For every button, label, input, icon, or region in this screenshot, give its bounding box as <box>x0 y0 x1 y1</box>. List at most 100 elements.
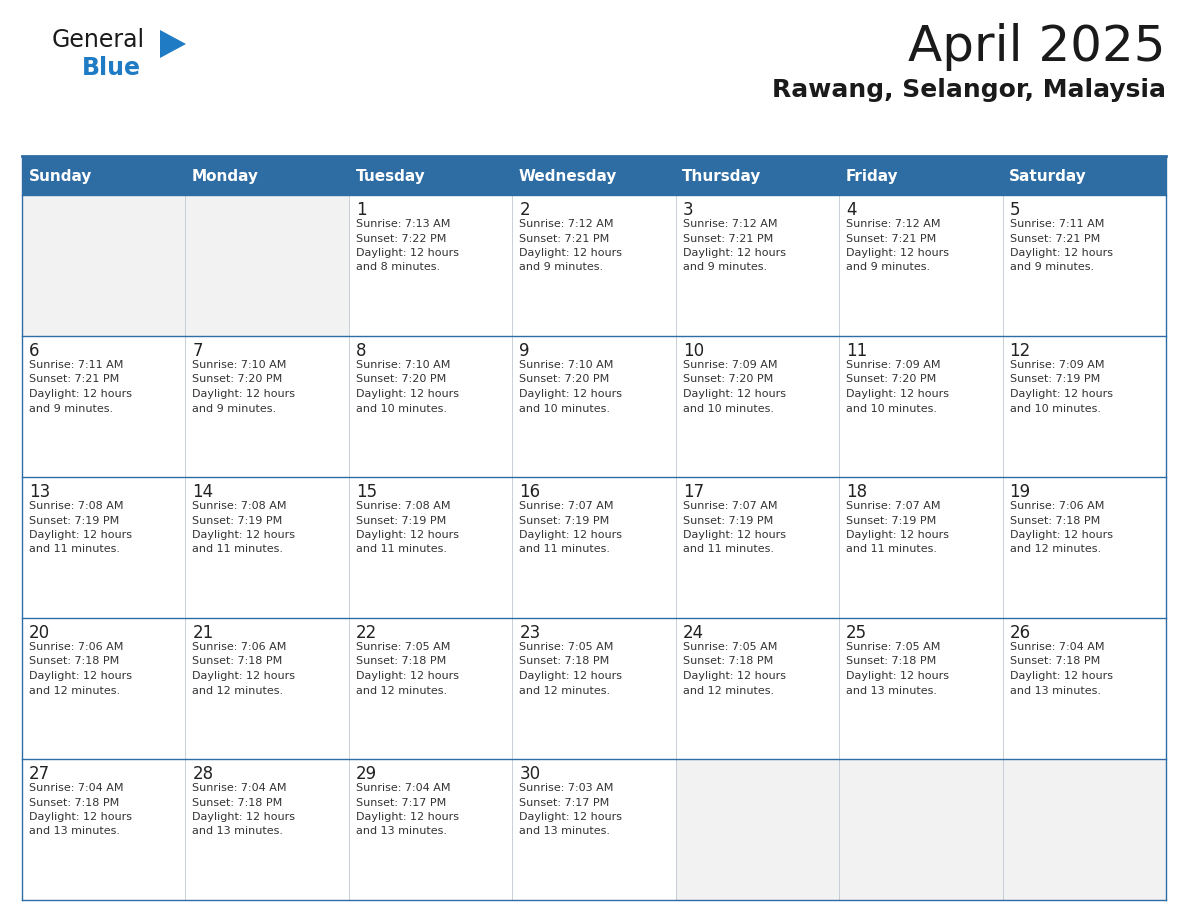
Text: and 9 minutes.: and 9 minutes. <box>683 263 766 273</box>
Text: Daylight: 12 hours: Daylight: 12 hours <box>1010 389 1113 399</box>
Bar <box>512 195 676 336</box>
Bar <box>185 477 349 618</box>
Text: Sunrise: 7:10 AM: Sunrise: 7:10 AM <box>356 360 450 370</box>
Text: Sunrise: 7:04 AM: Sunrise: 7:04 AM <box>192 783 287 793</box>
Text: Daylight: 12 hours: Daylight: 12 hours <box>683 389 785 399</box>
Text: Sunrise: 7:09 AM: Sunrise: 7:09 AM <box>683 360 777 370</box>
Text: Sunday: Sunday <box>29 169 91 184</box>
Text: and 9 minutes.: and 9 minutes. <box>1010 263 1094 273</box>
Text: Daylight: 12 hours: Daylight: 12 hours <box>356 812 459 822</box>
Bar <box>512 477 676 618</box>
Text: and 8 minutes.: and 8 minutes. <box>356 263 440 273</box>
Bar <box>676 195 839 336</box>
Text: Sunrise: 7:11 AM: Sunrise: 7:11 AM <box>29 360 124 370</box>
Text: 8: 8 <box>356 342 366 360</box>
Text: Daylight: 12 hours: Daylight: 12 hours <box>519 671 623 681</box>
Bar <box>23 195 185 336</box>
Text: 7: 7 <box>192 342 203 360</box>
Text: and 11 minutes.: and 11 minutes. <box>356 544 447 554</box>
Text: 13: 13 <box>29 483 50 501</box>
Text: Sunset: 7:20 PM: Sunset: 7:20 PM <box>683 375 773 385</box>
Text: Daylight: 12 hours: Daylight: 12 hours <box>519 530 623 540</box>
Text: and 11 minutes.: and 11 minutes. <box>519 544 611 554</box>
Text: Sunset: 7:18 PM: Sunset: 7:18 PM <box>29 798 119 808</box>
Text: Sunset: 7:19 PM: Sunset: 7:19 PM <box>1010 375 1100 385</box>
Text: Daylight: 12 hours: Daylight: 12 hours <box>356 248 459 258</box>
Text: 17: 17 <box>683 483 703 501</box>
Text: Daylight: 12 hours: Daylight: 12 hours <box>29 812 132 822</box>
Text: Sunrise: 7:05 AM: Sunrise: 7:05 AM <box>683 642 777 652</box>
Text: 21: 21 <box>192 624 214 642</box>
Text: Daylight: 12 hours: Daylight: 12 hours <box>356 671 459 681</box>
Text: Sunset: 7:20 PM: Sunset: 7:20 PM <box>356 375 447 385</box>
Text: Sunrise: 7:08 AM: Sunrise: 7:08 AM <box>192 501 287 511</box>
Text: Sunset: 7:21 PM: Sunset: 7:21 PM <box>846 233 936 243</box>
Text: 5: 5 <box>1010 201 1020 219</box>
Text: Sunrise: 7:06 AM: Sunrise: 7:06 AM <box>1010 501 1104 511</box>
Text: 14: 14 <box>192 483 214 501</box>
Text: 10: 10 <box>683 342 703 360</box>
Text: and 12 minutes.: and 12 minutes. <box>356 686 447 696</box>
Text: Daylight: 12 hours: Daylight: 12 hours <box>192 530 296 540</box>
Bar <box>512 759 676 900</box>
Text: Sunrise: 7:03 AM: Sunrise: 7:03 AM <box>519 783 614 793</box>
Text: Wednesday: Wednesday <box>519 169 618 184</box>
Bar <box>349 759 512 900</box>
Bar <box>349 618 512 759</box>
Text: Sunset: 7:19 PM: Sunset: 7:19 PM <box>29 516 119 525</box>
Bar <box>23 477 185 618</box>
Text: Sunrise: 7:09 AM: Sunrise: 7:09 AM <box>1010 360 1104 370</box>
Text: and 13 minutes.: and 13 minutes. <box>1010 686 1100 696</box>
Text: and 13 minutes.: and 13 minutes. <box>519 826 611 836</box>
Bar <box>676 336 839 477</box>
Bar <box>185 195 349 336</box>
Text: and 11 minutes.: and 11 minutes. <box>192 544 284 554</box>
Text: Tuesday: Tuesday <box>355 169 425 184</box>
Text: and 13 minutes.: and 13 minutes. <box>356 826 447 836</box>
Text: Daylight: 12 hours: Daylight: 12 hours <box>683 671 785 681</box>
Bar <box>185 336 349 477</box>
Bar <box>1003 477 1165 618</box>
Bar <box>185 157 349 195</box>
Bar <box>1003 759 1165 900</box>
Bar <box>1003 618 1165 759</box>
Text: Daylight: 12 hours: Daylight: 12 hours <box>29 671 132 681</box>
Text: Sunset: 7:18 PM: Sunset: 7:18 PM <box>192 656 283 666</box>
Text: and 13 minutes.: and 13 minutes. <box>846 686 937 696</box>
Text: Thursday: Thursday <box>682 169 762 184</box>
Text: Sunset: 7:20 PM: Sunset: 7:20 PM <box>192 375 283 385</box>
Text: Daylight: 12 hours: Daylight: 12 hours <box>683 530 785 540</box>
Text: Sunrise: 7:12 AM: Sunrise: 7:12 AM <box>519 219 614 229</box>
Text: and 9 minutes.: and 9 minutes. <box>519 263 604 273</box>
Bar <box>349 195 512 336</box>
Bar <box>23 759 185 900</box>
Text: General: General <box>52 28 145 52</box>
Text: 15: 15 <box>356 483 377 501</box>
Bar <box>512 157 676 195</box>
Text: 6: 6 <box>29 342 39 360</box>
Text: Sunset: 7:19 PM: Sunset: 7:19 PM <box>519 516 609 525</box>
Text: 18: 18 <box>846 483 867 501</box>
Text: Daylight: 12 hours: Daylight: 12 hours <box>356 530 459 540</box>
Text: Saturday: Saturday <box>1009 169 1087 184</box>
Text: 19: 19 <box>1010 483 1031 501</box>
Text: Sunset: 7:19 PM: Sunset: 7:19 PM <box>356 516 447 525</box>
Text: Sunset: 7:18 PM: Sunset: 7:18 PM <box>1010 516 1100 525</box>
Text: Daylight: 12 hours: Daylight: 12 hours <box>1010 530 1113 540</box>
Text: Sunset: 7:20 PM: Sunset: 7:20 PM <box>519 375 609 385</box>
Text: 26: 26 <box>1010 624 1031 642</box>
Text: Sunrise: 7:13 AM: Sunrise: 7:13 AM <box>356 219 450 229</box>
Bar <box>839 759 1003 900</box>
Text: Daylight: 12 hours: Daylight: 12 hours <box>192 671 296 681</box>
Text: 30: 30 <box>519 765 541 783</box>
Text: Sunrise: 7:08 AM: Sunrise: 7:08 AM <box>356 501 450 511</box>
Bar <box>1003 157 1165 195</box>
Text: Sunrise: 7:07 AM: Sunrise: 7:07 AM <box>519 501 614 511</box>
Text: Sunrise: 7:06 AM: Sunrise: 7:06 AM <box>29 642 124 652</box>
Text: and 12 minutes.: and 12 minutes. <box>29 686 120 696</box>
Text: 12: 12 <box>1010 342 1031 360</box>
Text: Sunset: 7:21 PM: Sunset: 7:21 PM <box>1010 233 1100 243</box>
Text: Sunset: 7:17 PM: Sunset: 7:17 PM <box>356 798 447 808</box>
Text: Daylight: 12 hours: Daylight: 12 hours <box>846 389 949 399</box>
Text: Daylight: 12 hours: Daylight: 12 hours <box>846 248 949 258</box>
